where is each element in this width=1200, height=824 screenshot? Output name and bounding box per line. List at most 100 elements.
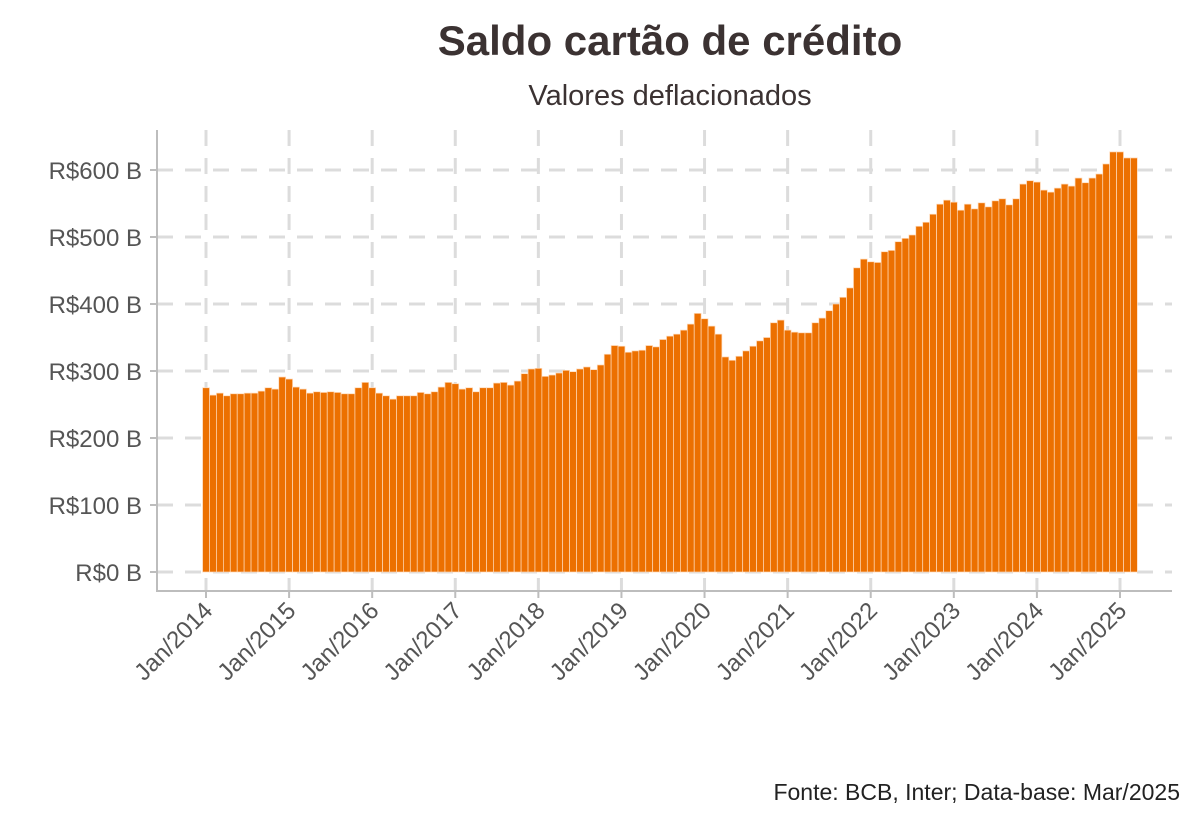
bar [860,258,868,573]
bar [631,350,640,573]
bar [756,340,764,573]
bar [811,322,820,573]
bar [977,202,986,573]
bar [306,392,314,573]
bar [319,392,328,573]
chart-subtitle: Valores deflacionados [528,80,811,112]
bar [403,395,411,573]
bar [472,391,480,573]
bar [409,395,418,573]
bar [943,199,951,573]
bar [382,395,390,573]
bar [292,386,300,573]
bar [576,368,584,573]
bars [202,151,1138,573]
bar [742,350,750,573]
bar [853,267,861,573]
bar [430,391,439,573]
bar [416,392,425,573]
bar [437,386,446,573]
bar [763,337,771,573]
bar [527,368,536,573]
bar [603,353,612,573]
x-tick-label: Jan/2023 [877,597,966,686]
bar [866,261,875,573]
bar [915,225,924,573]
bar [617,345,626,573]
y-tick-label: R$600 B [49,158,142,185]
y-axis-ticks: R$0 B R$100 B R$200 B R$300 B R$400 B R$500 B… [49,158,157,587]
bar [250,392,259,573]
bar [922,221,930,573]
bar [936,203,944,573]
bar [984,206,993,573]
y-tick-label: R$300 B [49,359,142,386]
bar [493,382,501,573]
bar [326,391,335,573]
bar [285,378,293,573]
bar [548,374,557,573]
bar [970,208,979,573]
bar [783,329,792,573]
bar [513,380,522,573]
bar [396,395,404,573]
bar [243,392,252,573]
bar [1067,185,1076,573]
bar [202,387,210,573]
y-tick-label: R$400 B [49,292,142,319]
bar [354,387,363,573]
bar [347,393,356,573]
bar [451,383,460,573]
bar [299,388,307,573]
bar [1033,181,1041,573]
bar [596,364,605,573]
bar [444,382,453,573]
bar [375,392,383,573]
bar [333,392,342,573]
bar [313,391,321,573]
bar [368,387,377,573]
bar [950,201,958,573]
bar [361,382,370,573]
bar [714,333,723,573]
bar [846,287,854,573]
y-tick-label: R$100 B [49,493,142,520]
bar [257,390,266,573]
bar [610,345,619,573]
bar [506,384,515,573]
bar [825,310,834,573]
bar [908,234,917,573]
x-axis-ticks: Jan/2014Jan/2015Jan/2016Jan/2017Jan/2018… [129,591,1132,686]
bar [880,251,889,573]
chart-title: Saldo cartão de crédito [438,17,902,64]
x-tick-label: Jan/2022 [794,597,883,686]
bar [541,376,550,573]
bar [686,323,695,573]
bar [624,351,633,573]
bar [1109,151,1117,573]
bar [894,241,903,573]
bar [901,237,910,573]
bar [1047,191,1055,573]
bar [673,333,681,573]
bar [1019,183,1027,573]
bar [963,203,972,573]
bar [839,296,847,573]
bar [776,319,785,573]
bar [1012,198,1020,573]
bar [991,200,1000,573]
bar [873,262,882,573]
bar [1053,187,1062,573]
bar [486,387,494,573]
bar [1081,182,1090,573]
bar [790,331,799,573]
chart-caption: Fonte: BCB, Inter; Data-base: Mar/2025 [773,779,1180,805]
bar [583,366,591,573]
bar [929,213,937,573]
bar [264,387,273,573]
bar [1123,157,1131,573]
bar [700,318,709,573]
y-tick-label: R$500 B [49,225,142,252]
bar [956,209,965,573]
